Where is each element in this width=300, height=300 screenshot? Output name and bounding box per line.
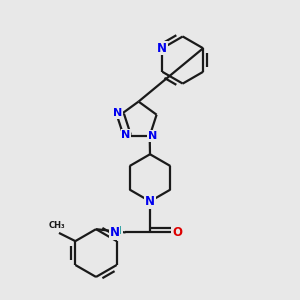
Text: CH₃: CH₃ — [49, 221, 66, 230]
Text: N: N — [113, 108, 122, 118]
Text: N: N — [148, 131, 157, 141]
Text: N: N — [145, 195, 155, 208]
Text: N: N — [157, 42, 167, 55]
Text: N: N — [122, 130, 131, 140]
Text: O: O — [173, 226, 183, 239]
Text: N: N — [110, 226, 120, 239]
Text: H: H — [113, 226, 122, 236]
